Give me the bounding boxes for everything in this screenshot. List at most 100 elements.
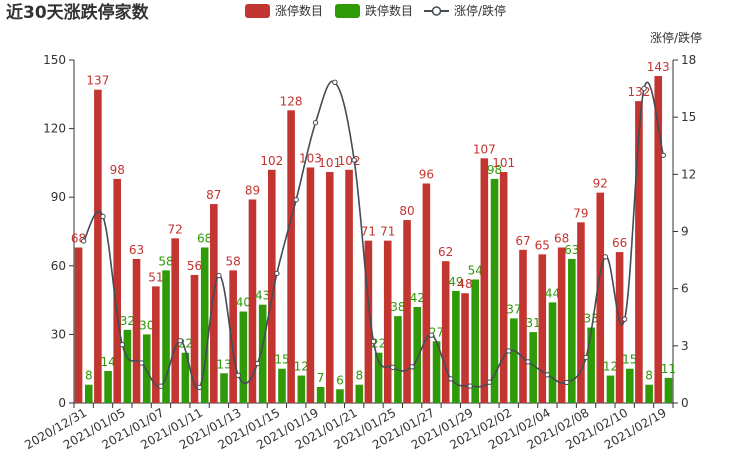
y-tick-label: 60 <box>51 259 66 273</box>
bar-limit-up <box>383 240 392 403</box>
bar-limit-up <box>267 169 276 403</box>
data-label-limit-down: 44 <box>545 286 560 300</box>
bar-limit-down <box>548 302 557 403</box>
data-label-limit-down: 98 <box>487 163 502 177</box>
bar-limit-down <box>587 327 595 403</box>
data-label-limit-up: 71 <box>361 225 376 239</box>
data-label-limit-down: 30 <box>139 318 154 332</box>
bar-limit-up <box>364 240 373 403</box>
bar-limit-up <box>248 199 257 403</box>
bar-limit-up <box>306 167 315 403</box>
y2-tick-label: 6 <box>681 282 689 296</box>
bar-limit-up <box>132 258 141 403</box>
bar-limit-up <box>596 192 605 403</box>
point-ratio <box>254 360 261 367</box>
bar-limit-down <box>239 311 248 403</box>
bar-limit-down <box>374 352 383 403</box>
bar-limit-down <box>142 334 151 403</box>
data-label-limit-down: 32 <box>120 314 135 328</box>
point-ratio <box>196 384 203 391</box>
bar-limit-up <box>152 286 160 403</box>
point-ratio <box>621 316 628 322</box>
bar-limit-down <box>568 258 576 403</box>
point-ratio <box>486 379 493 385</box>
point-ratio <box>660 152 667 158</box>
bar-limit-down <box>664 377 673 403</box>
legend-item-ratio[interactable]: 涨停/跌停 <box>424 3 506 18</box>
data-label-limit-up: 51 <box>148 270 163 284</box>
point-ratio <box>158 383 164 389</box>
bar-limit-up <box>94 89 102 403</box>
legend-swatch-limit-up <box>245 4 270 18</box>
point-ratio <box>409 364 415 370</box>
data-label-limit-up: 48 <box>457 277 472 291</box>
y2-tick-label: 9 <box>681 225 689 239</box>
data-label-limit-up: 66 <box>612 236 627 250</box>
legend-item-limit-down[interactable]: 跌停数目 <box>335 3 413 18</box>
data-label-limit-down: 8 <box>85 369 93 383</box>
point-ratio <box>312 119 319 126</box>
bar-limit-up <box>577 222 585 403</box>
point-ratio <box>177 337 183 344</box>
point-ratio <box>370 338 377 345</box>
point-ratio <box>564 379 570 386</box>
bar-limit-up <box>229 270 237 403</box>
bar-limit-up <box>422 183 431 403</box>
bar-limit-down <box>200 247 209 403</box>
bar-limit-down <box>84 384 93 403</box>
y-tick-label: 150 <box>43 53 66 67</box>
bar-limit-up <box>461 293 469 403</box>
data-label-limit-down: 13 <box>216 357 231 371</box>
bar-limit-down <box>452 290 460 403</box>
point-ratio <box>506 348 512 354</box>
data-label-limit-down: 11 <box>661 362 676 376</box>
data-label-limit-up: 98 <box>110 163 125 177</box>
bar-limit-up <box>499 172 508 403</box>
data-label-limit-down: 33 <box>584 312 599 326</box>
point-ratio <box>428 332 435 338</box>
bar-limit-up <box>403 220 411 403</box>
bar-limit-down <box>258 304 267 403</box>
point-ratio <box>138 360 145 366</box>
bar-limit-down <box>278 368 286 403</box>
point-ratio <box>216 272 222 279</box>
bar-limit-up <box>557 247 566 403</box>
data-label-limit-up: 72 <box>168 222 183 236</box>
bar-limit-down <box>394 316 402 403</box>
data-label-limit-down: 40 <box>236 296 251 310</box>
bar-limit-down <box>162 270 170 403</box>
data-label-limit-down: 6 <box>336 373 344 387</box>
data-label-limit-down: 8 <box>355 369 363 383</box>
data-label-limit-down: 15 <box>622 353 637 367</box>
data-label-limit-down: 43 <box>255 289 270 303</box>
data-label-limit-up: 65 <box>535 238 550 252</box>
legend[interactable]: 涨停数目 跌停数目 涨停/跌停 <box>245 3 506 18</box>
y2-tick-label: 12 <box>681 167 696 181</box>
data-label-limit-up: 137 <box>86 74 109 88</box>
bar-limit-up <box>635 101 643 403</box>
data-label-limit-down: 54 <box>468 264 483 278</box>
bar-limit-up <box>538 254 547 403</box>
data-label-limit-down: 49 <box>448 275 463 289</box>
point-ratio <box>100 213 106 220</box>
data-label-limit-down: 15 <box>274 353 289 367</box>
legend-item-limit-up[interactable]: 涨停数目 <box>245 3 323 18</box>
data-label-limit-down: 63 <box>564 243 579 257</box>
bar-limit-up <box>113 178 122 403</box>
data-label-limit-up: 92 <box>593 177 608 191</box>
y-tick-label: 120 <box>43 122 66 136</box>
point-ratio <box>525 359 531 365</box>
bar-limit-down <box>625 368 634 403</box>
bar-limit-down <box>606 375 615 403</box>
legend-label-limit-up: 涨停数目 <box>275 3 323 18</box>
bar-limit-up <box>654 76 663 404</box>
y2-axis-name: 涨停/跌停 <box>650 30 702 45</box>
bar-limit-up <box>287 110 295 403</box>
bar-limit-down <box>104 370 112 403</box>
bar-limit-down <box>510 318 518 403</box>
point-ratio <box>390 364 396 371</box>
data-label-limit-up: 68 <box>554 232 569 246</box>
data-label-limit-up: 80 <box>399 204 414 218</box>
bar-limit-up <box>480 158 489 403</box>
bar-limit-down <box>413 306 422 403</box>
